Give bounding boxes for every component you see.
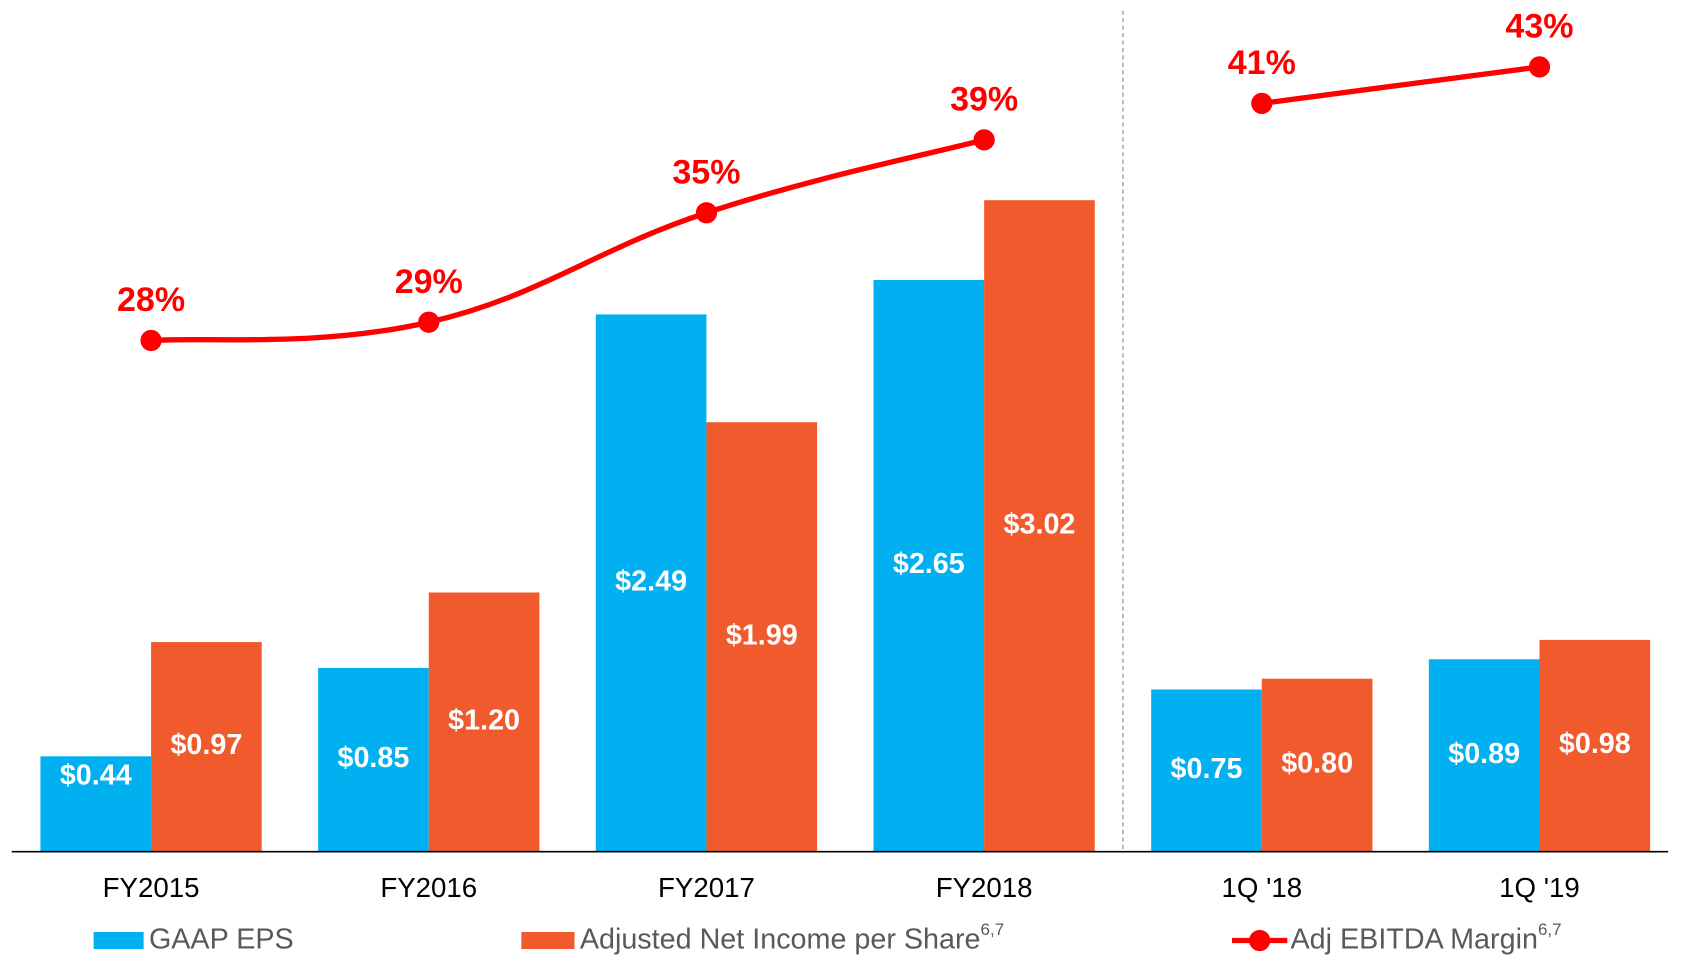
bar <box>318 667 429 852</box>
line <box>150 137 985 344</box>
legend-label: Adjusted Net Income per Share6,7 <box>580 919 1004 955</box>
bar <box>40 756 152 852</box>
bar-value-label: $0.44 <box>60 759 132 791</box>
line-point <box>973 129 995 151</box>
bar-value-label: $3.02 <box>1004 508 1076 540</box>
line-point <box>695 202 718 224</box>
bar-value-label: $2.49 <box>615 565 687 597</box>
bar-value-label: $0.80 <box>1281 748 1353 780</box>
bar <box>595 314 707 852</box>
line-point <box>1528 56 1551 78</box>
line <box>1261 64 1540 107</box>
bar-value-label: $1.99 <box>726 619 798 651</box>
legend-label-text: GAAP EPS <box>149 923 294 955</box>
legend-superscript: 6,7 <box>981 919 1005 938</box>
x-tick-label: FY2015 <box>103 872 200 903</box>
line-point <box>418 311 440 333</box>
x-tick-label: FY2018 <box>936 872 1033 903</box>
bar <box>1428 659 1540 852</box>
bar <box>1261 678 1373 852</box>
bar <box>984 200 1095 852</box>
x-tick-label: FY2016 <box>380 872 477 903</box>
legend-label: Adj EBITDA Margin6,7 <box>1291 919 1562 955</box>
line-value-label: 41% <box>1228 44 1296 82</box>
line-value-label: 43% <box>1505 8 1573 46</box>
bar-value-label: $2.65 <box>893 548 965 580</box>
bar <box>873 279 985 852</box>
bar-value-label: $0.85 <box>337 742 409 774</box>
legend-label: GAAP EPS <box>149 923 294 955</box>
bar-value-label: $1.20 <box>448 704 520 736</box>
bar-value-label: $0.97 <box>170 729 242 761</box>
line-value-label: 29% <box>395 263 463 301</box>
legend-swatch <box>521 932 575 950</box>
bar-value-label: $0.98 <box>1559 728 1631 760</box>
x-tick-label: 1Q '19 <box>1499 872 1580 903</box>
line-point <box>1251 92 1273 115</box>
bar <box>1151 689 1262 852</box>
legend-marker <box>1249 929 1271 952</box>
legend-superscript: 6,7 <box>1538 919 1562 938</box>
bar <box>151 642 262 852</box>
legend-label-text: Adjusted Net Income per Share <box>580 923 981 955</box>
bar-value-label: $0.89 <box>1448 738 1520 770</box>
legend-swatch <box>93 932 144 950</box>
bar <box>428 592 540 852</box>
bar <box>706 422 818 852</box>
bar <box>1539 639 1651 852</box>
line-value-label: 28% <box>117 281 185 319</box>
x-tick-label: 1Q '18 <box>1222 872 1303 903</box>
line-value-label: 35% <box>672 153 740 191</box>
x-tick-label: FY2017 <box>658 872 755 903</box>
legend-label-text: Adj EBITDA Margin <box>1291 923 1538 955</box>
line-point <box>140 329 162 352</box>
bar-value-label: $0.75 <box>1171 753 1243 785</box>
line-value-label: 39% <box>950 81 1018 119</box>
